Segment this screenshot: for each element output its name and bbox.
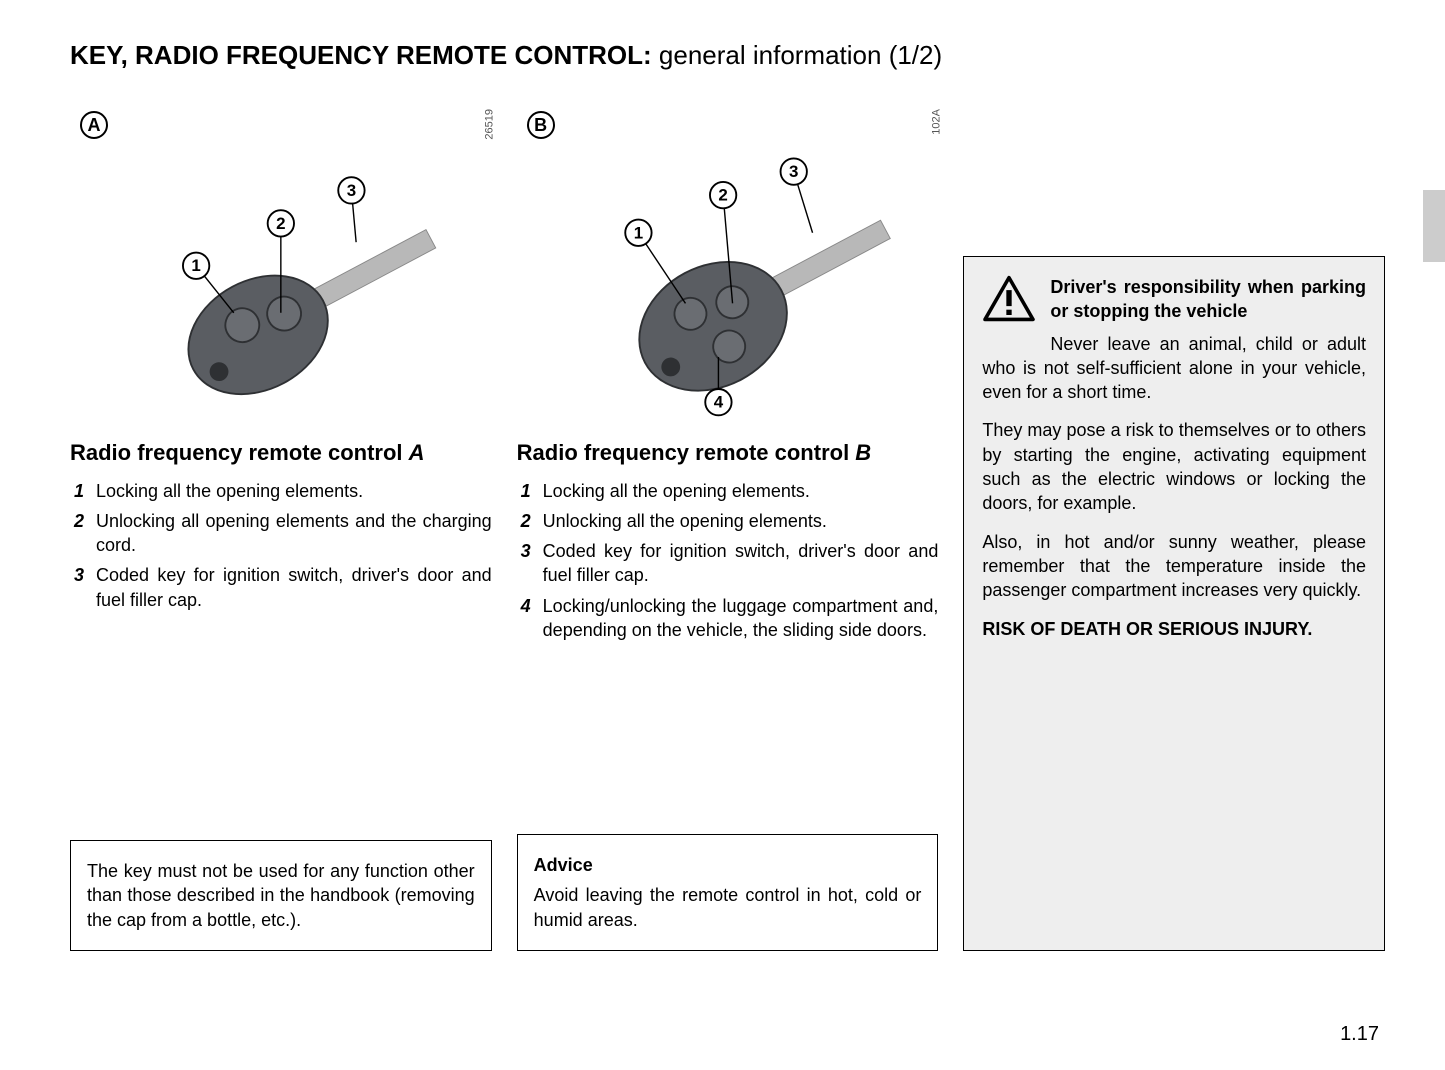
columns: A 26519 1 (70, 101, 1385, 951)
note-b-text: Avoid leaving the remote control in hot,… (534, 883, 922, 932)
figure-b: B 102A 1 (517, 101, 939, 421)
warning-box: Driver's responsibility when parking or … (963, 256, 1385, 951)
section-b-list: 1Locking all the opening elements. 2Unlo… (521, 479, 939, 649)
list-item: 2Unlocking all opening elements and the … (74, 509, 492, 558)
title-sub: general information (1/2) (652, 40, 942, 70)
note-b-title: Advice (534, 853, 922, 877)
manual-page: KEY, RADIO FREQUENCY REMOTE CONTROL: gen… (0, 0, 1445, 1070)
section-a-heading: Radio frequency remote control A (70, 439, 492, 467)
callout-a2: 2 (276, 214, 285, 233)
list-item: 4Locking/unlocking the luggage compartme… (521, 594, 939, 643)
list-item: 3Coded key for ignition switch, driver's… (74, 563, 492, 612)
callout-b1: 1 (633, 223, 642, 242)
column-b: B 102A 1 (517, 101, 939, 951)
callout-b4: 4 (713, 393, 723, 412)
list-item: 3Coded key for ignition switch, driver's… (521, 539, 939, 588)
list-item: 1Locking all the opening elements. (74, 479, 492, 503)
column-a: A 26519 1 (70, 101, 492, 951)
warning-header: Driver's responsibility when parking or … (982, 275, 1366, 324)
warning-title: Driver's responsibility when parking or … (1050, 275, 1366, 324)
callout-a3: 3 (347, 181, 356, 200)
note-box-a: The key must not be used for any functio… (70, 840, 492, 951)
warning-risk: RISK OF DEATH OR SERIOUS INJURY. (982, 617, 1366, 641)
note-box-b: Advice Avoid leaving the remote control … (517, 834, 939, 951)
note-a-text: The key must not be used for any functio… (87, 859, 475, 932)
column-c: Driver's responsibility when parking or … (963, 101, 1385, 951)
page-number: 1.17 (1340, 1023, 1379, 1046)
title-main: KEY, RADIO FREQUENCY REMOTE CONTROL: (70, 40, 652, 70)
warning-p1: Never leave an animal, child or adult wh… (982, 332, 1366, 405)
figure-a: A 26519 1 (70, 101, 492, 421)
callout-a1: 1 (191, 256, 200, 275)
section-a-list: 1Locking all the opening elements. 2Unlo… (74, 479, 492, 618)
warning-icon (982, 275, 1036, 323)
page-title: KEY, RADIO FREQUENCY REMOTE CONTROL: gen… (70, 40, 1385, 71)
list-item: 2Unlocking all the opening elements. (521, 509, 939, 533)
callout-b3: 3 (789, 162, 798, 181)
section-b-heading: Radio frequency remote control B (517, 439, 939, 467)
key-a-illustration: 1 2 3 (70, 101, 492, 421)
warning-p3: Also, in hot and/or sunny weather, pleas… (982, 530, 1366, 603)
key-b-illustration: 1 2 3 4 (517, 101, 939, 421)
warning-p2: They may pose a risk to themselves or to… (982, 418, 1366, 515)
callout-b2: 2 (718, 186, 727, 205)
list-item: 1Locking all the opening elements. (521, 479, 939, 503)
